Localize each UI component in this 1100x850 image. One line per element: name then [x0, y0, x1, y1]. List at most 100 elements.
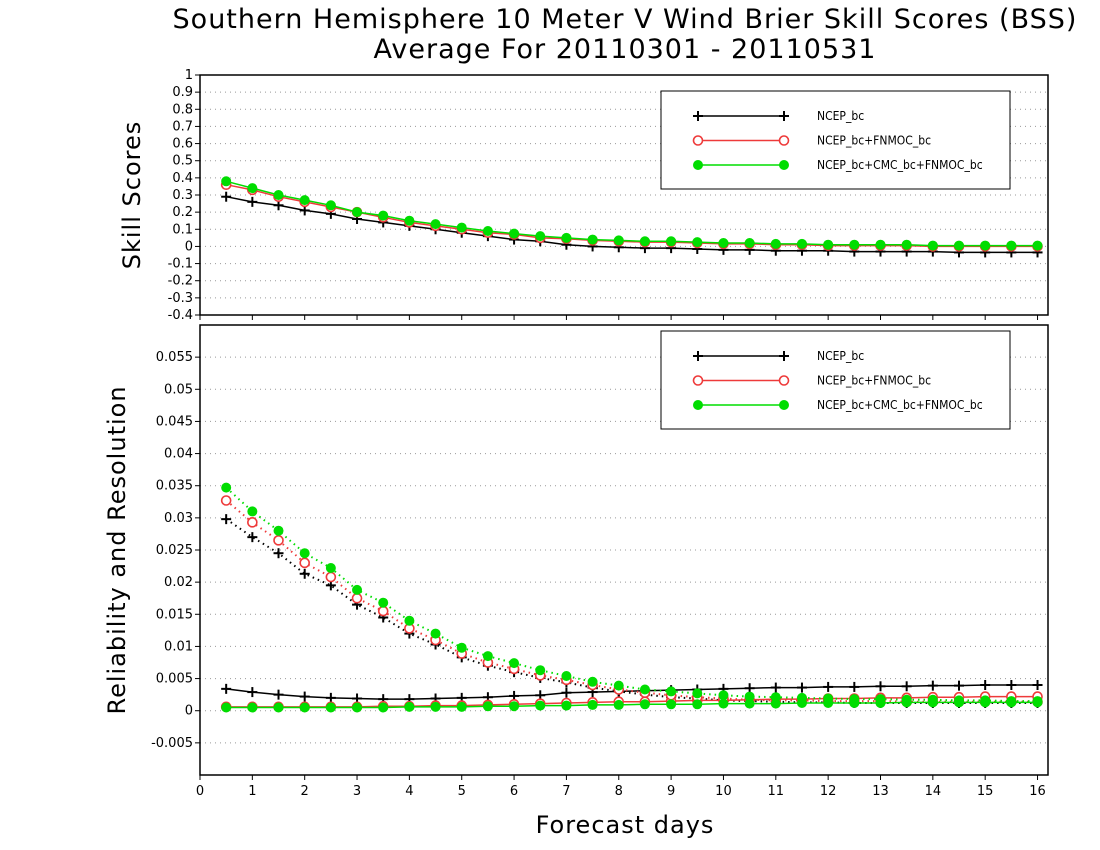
data-point: [509, 658, 520, 669]
x-axis-title: Forecast days: [536, 811, 715, 839]
data-point: [221, 176, 232, 187]
data-point: [509, 701, 520, 712]
data-point: [325, 200, 336, 211]
data-point: [901, 239, 912, 250]
data-point: [587, 699, 598, 710]
x-tick-label: 13: [872, 784, 889, 799]
y-tick-label: 0.055: [156, 350, 193, 365]
data-point: [247, 183, 258, 194]
data-point: [666, 686, 677, 697]
data-point: [456, 222, 467, 233]
y-tick-label: 0.9: [172, 85, 193, 100]
series-line: [226, 183, 1038, 248]
data-point: [482, 701, 493, 712]
data-point: [875, 239, 886, 250]
data-point: [220, 495, 232, 506]
data-point: [352, 207, 363, 218]
data-point: [299, 557, 310, 569]
data-point: [1032, 240, 1043, 251]
data-point: [613, 699, 624, 710]
y-tick-label: 0.045: [156, 414, 193, 429]
data-point: [1032, 696, 1043, 707]
legend-marker: [693, 160, 703, 170]
data-point: [849, 694, 860, 705]
reliability-resolution-panel: -0.005 0 0.005 0.01 0.015 0.02 0.025 0.03 0.035 0…: [151, 324, 1049, 799]
data-point: [796, 238, 807, 249]
data-point: [535, 665, 546, 676]
x-tick-label: 0: [196, 784, 204, 799]
y-tick-label: -0.4: [168, 308, 193, 323]
data-point: [561, 700, 572, 711]
data-point: [639, 699, 650, 710]
bottom-y-axis-title: Reliability and Resolution: [103, 385, 131, 714]
data-point: [378, 210, 389, 221]
data-point: [378, 702, 389, 713]
data-point: [273, 190, 284, 200]
data-point: [247, 506, 258, 517]
data-point: [273, 525, 284, 536]
legend-marker: [693, 400, 703, 410]
data-point: [980, 240, 991, 251]
data-point: [352, 584, 363, 595]
data-point: [980, 695, 991, 706]
data-point: [221, 482, 232, 493]
data-point: [823, 239, 834, 250]
y-tick-label: 0.035: [156, 479, 193, 494]
data-point: [744, 691, 755, 702]
series-line: [225, 486, 1038, 703]
y-tick-label: 0: [185, 704, 193, 719]
y-tick-label: 0.7: [172, 119, 193, 134]
data-point: [247, 702, 258, 713]
y-tick-label: 0.015: [156, 607, 193, 622]
data-point: [509, 228, 520, 239]
y-tick-label: 0.01: [164, 639, 193, 654]
data-point: [325, 563, 336, 573]
top-y-axis-title: Skill Scores: [118, 121, 146, 270]
data-point: [718, 690, 729, 701]
legend: NCEP_bc NCEP_bc+FNMOC_bc NCEP_bc+CMC_bc+FN…: [660, 330, 1011, 430]
data-point: [875, 694, 886, 705]
data-point: [796, 692, 807, 703]
data-point: [849, 239, 860, 250]
y-tick-label: 0.05: [164, 382, 193, 397]
data-point: [325, 702, 336, 713]
x-tick-label: 2: [301, 784, 309, 799]
y-tick-label: 0.2: [172, 205, 193, 220]
data-point: [273, 702, 284, 713]
legend-marker: [692, 135, 704, 146]
x-tick-label: 1: [248, 784, 256, 799]
data-point: [927, 694, 938, 705]
x-tick-label: 14: [925, 784, 942, 799]
x-tick-label: 11: [768, 784, 785, 799]
series-line: [226, 180, 1038, 247]
chart-title: Southern Hemisphere 10 Meter V Wind Brie…: [173, 4, 1078, 35]
y-tick-label: 0.5: [172, 154, 193, 169]
data-point: [247, 517, 258, 528]
data-point: [770, 238, 781, 249]
legend-label: NCEP_bc+FNMOC_bc: [817, 134, 931, 148]
data-point: [377, 605, 389, 617]
data-point: [901, 694, 912, 705]
data-point: [430, 628, 441, 639]
data-point: [718, 238, 729, 248]
data-point: [927, 240, 938, 251]
series-line: [226, 195, 1038, 254]
x-tick-label: 16: [1029, 784, 1046, 799]
y-tick-label: 0.3: [172, 188, 193, 203]
data-point: [666, 236, 677, 247]
data-point: [613, 680, 624, 691]
data-point: [561, 232, 572, 243]
data-point: [482, 226, 493, 236]
data-point: [430, 219, 441, 230]
legend-marker: [778, 135, 790, 146]
data-point: [299, 702, 310, 713]
data-point: [325, 571, 337, 583]
y-tick-label: 0.03: [164, 511, 193, 526]
y-tick-label: 0.005: [156, 672, 193, 687]
y-tick-label: -0.1: [168, 257, 193, 272]
y-tick-label: 0.02: [164, 575, 193, 590]
data-point: [299, 548, 310, 559]
legend-marker: [779, 160, 789, 170]
data-point: [954, 240, 965, 251]
